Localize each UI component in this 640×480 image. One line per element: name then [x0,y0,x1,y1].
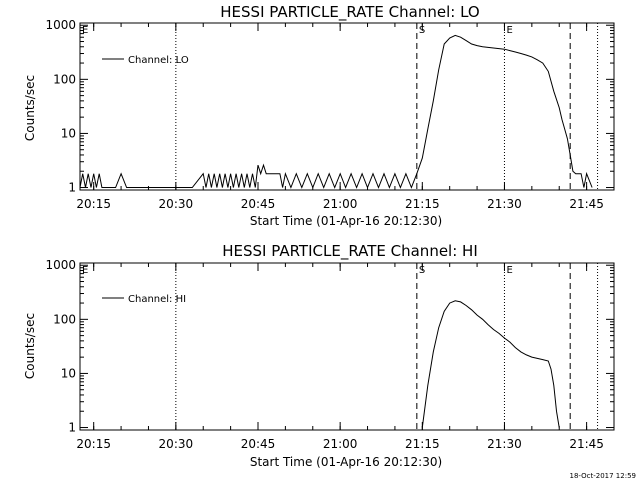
y-tick-label: 1 [68,421,76,435]
panel-hi-ylabel: Counts/sec [23,313,37,379]
marker-letter: S [419,25,425,36]
panel-hi-xlabel: Start Time (01-Apr-16 20:12:30) [250,455,442,469]
x-tick-label: 20:15 [76,437,111,451]
panel-lo-title: HESSI PARTICLE_RATE Channel: LO [220,3,479,22]
x-tick-label: 21:30 [487,197,522,211]
marker-letter: E [82,265,88,276]
marker-letter: E [506,25,512,36]
x-tick-label: 20:45 [241,437,276,451]
series-line [421,300,560,428]
x-tick-label: 21:00 [323,437,358,451]
panel-hi-title: HESSI PARTICLE_RATE Channel: HI [222,242,478,261]
x-tick-label: 21:00 [323,197,358,211]
panel-lo-legend-label: Channel: LO [128,55,189,66]
panel-lo-legend: Channel: LO [102,55,189,66]
panel-hi-legend-label: Channel: HI [128,294,186,305]
y-tick-label: 100 [53,312,76,326]
marker-letter: E [82,25,88,36]
y-tick-label: 1000 [45,258,76,272]
x-tick-label: 20:15 [76,197,111,211]
panel-lo-ylabel: Counts/sec [23,75,37,141]
x-tick-label: 21:45 [569,437,604,451]
y-tick-label: 1 [68,181,76,195]
marker-letter: E [506,265,512,276]
panel-lo-plot: 1 10 100 1000 20:15 20:30 20:45 21:00 21:15 21:30… [45,18,615,211]
x-tick-label: 20:30 [159,197,194,211]
timestamp-stamp: 18-Oct-2017 12:59 [570,472,636,480]
x-tick-label: 21:45 [569,197,604,211]
plot-frame [79,262,615,431]
y-tick-label: 10 [61,126,76,140]
y-tick-label: 100 [53,72,76,86]
panel-hi-plot: 1 10 100 1000 20:15 20:30 20:45 21:00 21:15 21:30… [45,258,615,451]
y-tick-label: 1000 [45,18,76,32]
y-tick-label: 10 [61,366,76,380]
panel-hi: HESSI PARTICLE_RATE Channel: HI 1 10 100 10… [23,242,615,469]
panel-hi-legend: Channel: HI [102,294,186,305]
panel-lo: HESSI PARTICLE_RATE Channel: LO 1 10 100 10… [23,3,615,228]
x-tick-label: 21:15 [405,197,440,211]
plot-frame [79,22,615,191]
marker-letter: S [419,265,425,276]
x-tick-label: 21:30 [487,437,522,451]
x-tick-label: 20:30 [159,437,194,451]
panel-lo-xlabel: Start Time (01-Apr-16 20:12:30) [250,214,442,228]
series-line [79,34,593,189]
x-tick-label: 21:15 [405,437,440,451]
x-tick-label: 20:45 [241,197,276,211]
